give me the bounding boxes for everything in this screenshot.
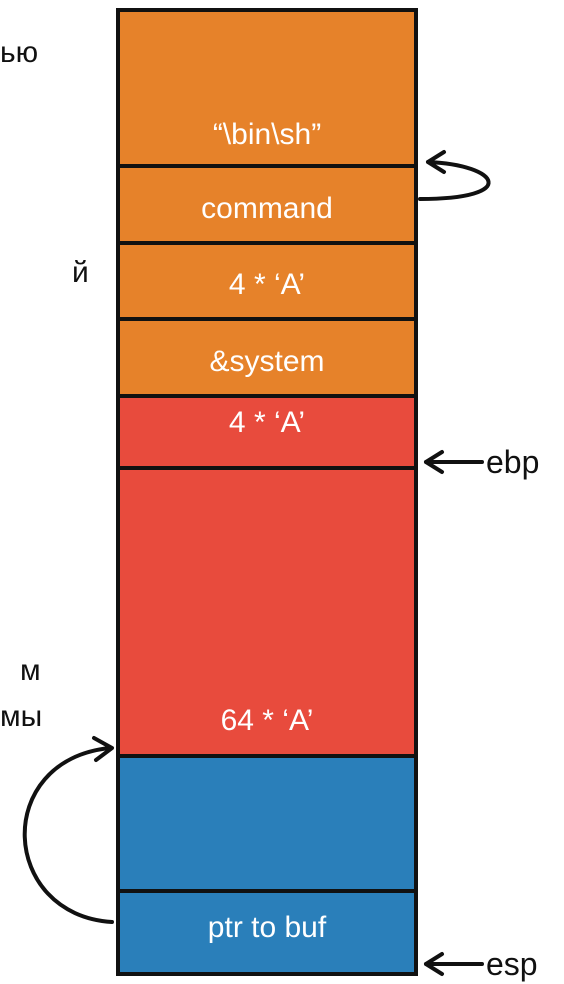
- stack-cell-label: command: [201, 192, 333, 225]
- left-text-fragment-1: ью: [0, 36, 39, 69]
- ptr-to-buf-arrowhead: [92, 736, 114, 762]
- stack-cell-ptr-to-buf: ptr to buf: [120, 893, 414, 972]
- esp-label: esp: [486, 946, 538, 982]
- stack-cell-label: 4 * ‘A’: [228, 406, 306, 439]
- stack-cell-label: 4 * ‘A’: [228, 268, 306, 301]
- left-text-fragment-4: мы: [0, 700, 43, 733]
- stack-cell-system-address: &system: [120, 321, 414, 398]
- stack-cell-empty: [120, 758, 414, 893]
- command-pointer-arrowhead: [426, 150, 446, 174]
- stack-cell-label: “\bin\sh”: [212, 118, 322, 151]
- stack-cell-label: 64 * ‘A’: [220, 704, 314, 737]
- ptr-to-buf-arrow: [22, 746, 114, 924]
- stack-diagram: “\bin\sh” command 4 * ‘A’ &system 4 * ‘A…: [116, 8, 418, 976]
- command-pointer-arrow: [418, 160, 491, 201]
- esp-arrowhead: [424, 952, 444, 976]
- ebp-label: ebp: [486, 444, 540, 480]
- stack-cell-buffer-64a: 64 * ‘A’: [120, 470, 414, 758]
- stack-cell-label: ptr to buf: [207, 911, 327, 944]
- stack-cell-label: &system: [209, 345, 325, 378]
- left-text-fragment-2: й: [72, 256, 89, 289]
- stack-cell-saved-ebp: 4 * ‘A’: [120, 398, 414, 470]
- stack-cell-binsh: “\bin\sh”: [120, 12, 414, 168]
- left-text-fragment-3: м: [20, 654, 41, 687]
- ebp-arrowhead: [424, 450, 444, 474]
- stack-cell-padding-4a: 4 * ‘A’: [120, 245, 414, 321]
- stack-cell-command: command: [120, 168, 414, 245]
